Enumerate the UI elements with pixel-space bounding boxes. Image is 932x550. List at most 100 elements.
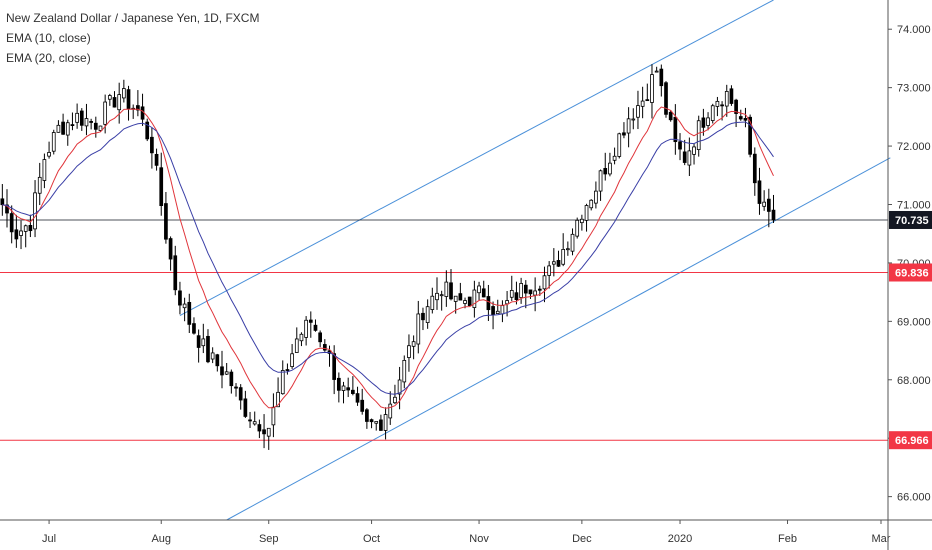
candle-up bbox=[654, 70, 659, 73]
candle-down bbox=[140, 106, 145, 120]
level-price-tag-bg bbox=[889, 431, 932, 450]
y-tick-label: 72.000 bbox=[897, 141, 931, 153]
candle-down bbox=[93, 122, 98, 130]
channel-upper-line[interactable] bbox=[179, 0, 774, 316]
candle-up bbox=[762, 201, 766, 207]
level-price-tag-label: 69.836 bbox=[895, 268, 929, 280]
channel-lower-line[interactable] bbox=[226, 157, 891, 521]
candle-up bbox=[495, 310, 500, 315]
candle-down bbox=[481, 288, 486, 298]
candle-up bbox=[575, 219, 580, 237]
candle-up bbox=[393, 396, 397, 404]
candle-up bbox=[103, 101, 108, 125]
candle-up bbox=[210, 352, 215, 360]
candle-down bbox=[668, 111, 673, 121]
y-tick-label: 69.000 bbox=[897, 316, 931, 328]
candle-down bbox=[701, 117, 706, 128]
candle-down bbox=[332, 353, 337, 380]
candle-up bbox=[715, 100, 720, 107]
candle-up bbox=[617, 133, 622, 157]
ema20-legend: EMA (20, close) bbox=[6, 51, 91, 65]
candle-down bbox=[678, 141, 682, 150]
candle-down bbox=[285, 369, 290, 371]
x-tick-label: Jul bbox=[42, 533, 56, 545]
candle-up bbox=[397, 379, 402, 395]
candle-up bbox=[84, 118, 89, 127]
candle-down bbox=[360, 399, 365, 412]
candle-down bbox=[234, 386, 238, 389]
candle-up bbox=[706, 117, 710, 126]
last-price-tag: 70.735 bbox=[889, 210, 932, 229]
candle-up bbox=[435, 292, 439, 301]
candle-down bbox=[262, 429, 266, 435]
candle-down bbox=[192, 323, 196, 334]
candle-down bbox=[369, 419, 374, 423]
candle-up bbox=[439, 294, 444, 297]
x-tick-label: Dec bbox=[572, 533, 592, 545]
candle-up bbox=[280, 370, 285, 395]
candle-up bbox=[570, 233, 575, 252]
candle-down bbox=[729, 88, 734, 104]
candle-down bbox=[771, 209, 776, 221]
candle-up bbox=[696, 120, 701, 150]
price-tags: 69.836 66.966 70.735 bbox=[889, 210, 932, 450]
candles bbox=[0, 64, 776, 450]
candle-up bbox=[411, 341, 416, 347]
candle-up bbox=[98, 125, 103, 131]
horizontal-levels bbox=[0, 219, 888, 441]
x-tick-label: Nov bbox=[469, 533, 489, 545]
candle-up bbox=[304, 319, 308, 338]
candle-down bbox=[752, 153, 757, 184]
candle-down bbox=[159, 167, 164, 207]
candle-down bbox=[178, 290, 182, 306]
candle-up bbox=[271, 406, 276, 426]
candle-down bbox=[154, 153, 159, 166]
candle-down bbox=[486, 296, 491, 311]
candle-down bbox=[164, 203, 168, 240]
candle-up bbox=[47, 152, 51, 157]
candle-up bbox=[598, 170, 603, 192]
candle-up bbox=[51, 132, 56, 152]
candle-down bbox=[743, 118, 748, 121]
candle-up bbox=[692, 146, 696, 155]
last-price-tag-bg bbox=[889, 210, 932, 229]
candle-down bbox=[14, 229, 19, 240]
candle-down bbox=[112, 97, 117, 108]
x-tick-label: Mar bbox=[872, 533, 891, 545]
candle-up bbox=[650, 74, 654, 103]
candle-up bbox=[608, 162, 612, 175]
x-tick-label: Oct bbox=[363, 533, 380, 545]
candle-up bbox=[122, 88, 126, 99]
candle-down bbox=[734, 99, 738, 114]
level-price-tag: 66.966 bbox=[889, 431, 932, 450]
candle-down bbox=[682, 151, 687, 163]
y-tick-label: 68.000 bbox=[897, 375, 931, 387]
candle-up bbox=[631, 118, 636, 121]
candle-up bbox=[710, 105, 715, 121]
candle-down bbox=[238, 387, 243, 401]
candle-down bbox=[196, 335, 201, 348]
candle-up bbox=[551, 261, 556, 265]
candle-up bbox=[75, 112, 79, 123]
candle-up bbox=[65, 122, 70, 136]
candle-down bbox=[150, 136, 154, 154]
candle-down bbox=[365, 409, 369, 422]
candle-down bbox=[514, 292, 519, 301]
candle-down bbox=[89, 121, 93, 123]
chart-legend: New Zealand Dollar / Japanese Yen, 1D, F… bbox=[6, 8, 259, 68]
ema10-legend: EMA (10, close) bbox=[6, 31, 91, 45]
candle-up bbox=[444, 281, 449, 297]
candle-down bbox=[738, 116, 743, 120]
candle-up bbox=[594, 190, 598, 204]
candle-down bbox=[467, 296, 472, 307]
candle-up bbox=[341, 385, 346, 391]
candle-down bbox=[173, 255, 178, 291]
candle-up bbox=[56, 124, 61, 133]
candle-up bbox=[519, 283, 523, 298]
candle-up bbox=[266, 427, 271, 437]
candle-up bbox=[509, 290, 514, 298]
candle-up bbox=[430, 295, 435, 310]
candle-down bbox=[145, 121, 150, 140]
